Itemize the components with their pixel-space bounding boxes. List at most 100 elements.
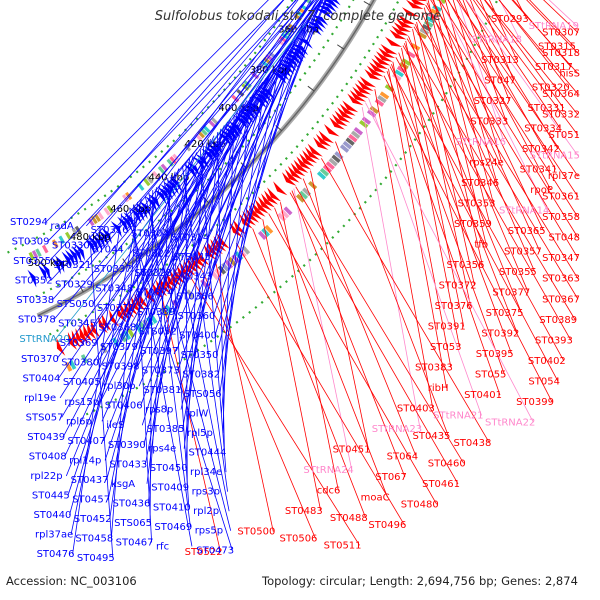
plus-gene-label: ST0331 bbox=[528, 103, 566, 114]
plus-gene-label: ST0500 bbox=[237, 527, 275, 538]
plus-cog-block bbox=[186, 289, 195, 299]
minus-cog-block bbox=[41, 244, 49, 254]
plus-cog-block bbox=[65, 361, 73, 372]
label-leader bbox=[295, 186, 465, 464]
plus-strand-gene bbox=[391, 25, 409, 36]
plus-strand-gene bbox=[190, 254, 203, 271]
label-leader bbox=[417, 19, 579, 279]
minus-strand-gene bbox=[94, 231, 106, 249]
label-leader bbox=[217, 132, 225, 453]
plus-strand-gene bbox=[366, 65, 384, 77]
plus-gene-label: ST0435 bbox=[413, 431, 451, 442]
plus-gene-label: ST0375 bbox=[486, 308, 524, 319]
minus-strand-gene bbox=[315, 8, 333, 19]
plus-gene-label: ST0365 bbox=[508, 226, 546, 237]
minus-gene-label: ST0371 bbox=[97, 303, 135, 314]
label-leader bbox=[48, 0, 297, 262]
label-leader bbox=[408, 36, 522, 314]
label-leader bbox=[473, 0, 561, 129]
plus-strand-gene bbox=[318, 130, 335, 144]
minus-gene-label: rpl2p bbox=[193, 506, 219, 517]
label-leader bbox=[414, 24, 529, 293]
minus-strand-gene bbox=[138, 200, 152, 217]
plus-trna-label: STtRNA19 bbox=[529, 21, 579, 32]
plus-strand-gene bbox=[307, 143, 323, 157]
label-leader bbox=[51, 0, 317, 301]
label-leader bbox=[457, 0, 505, 143]
minus-gene-label: ST0338 bbox=[16, 295, 54, 306]
minus-strand-gene bbox=[97, 229, 109, 247]
minus-strand-gene bbox=[74, 243, 86, 261]
plus-trna-label: STtRNA24 bbox=[303, 465, 353, 476]
label-leader bbox=[470, 0, 510, 102]
plus-gene-label: ST0522 bbox=[185, 547, 223, 558]
label-leader bbox=[109, 187, 157, 520]
map-title: Sulfolobus tokodaii str. 7, complete gen… bbox=[154, 9, 442, 24]
minus-gene-label: ST0329 bbox=[55, 280, 93, 291]
plus-gene-label: ST0395 bbox=[476, 349, 514, 360]
scale-tick-label: 440 kbp bbox=[148, 173, 189, 184]
plus-cog-block bbox=[325, 161, 335, 170]
minus-gene-label: ileS bbox=[106, 420, 124, 431]
label-leader bbox=[484, 0, 579, 115]
plus-trna-label: STtRNA18 bbox=[472, 35, 522, 46]
plus-strand-gene bbox=[251, 202, 266, 217]
scale-tick bbox=[307, 85, 315, 92]
plus-gene-label: rpl37e bbox=[548, 171, 580, 182]
minus-strand-gene bbox=[275, 65, 292, 78]
plus-gene-label: ST0317 bbox=[535, 62, 573, 73]
genome-summary-text: Topology: circular; Length: 2,694,756 bp… bbox=[262, 574, 578, 588]
plus-gene-label: ST0401 bbox=[464, 390, 502, 401]
plus-strand-gene bbox=[101, 313, 112, 332]
minus-gene-label: ST0316 bbox=[91, 225, 129, 236]
plus-gene-label: ST053 bbox=[430, 342, 462, 353]
plus-strand-gene bbox=[162, 274, 175, 292]
label-leader bbox=[458, 0, 556, 170]
minus-gene-label: ST0457 bbox=[72, 494, 110, 505]
plus-strand-gene bbox=[357, 79, 374, 92]
minus-gene-label: ST0314 bbox=[171, 233, 209, 244]
minus-strand-gene bbox=[157, 186, 170, 203]
minus-strand-gene bbox=[160, 184, 173, 200]
plus-cog-block bbox=[328, 157, 338, 167]
minus-strand-gene bbox=[145, 196, 158, 212]
label-leader bbox=[172, 0, 322, 313]
plus-cog-block bbox=[80, 354, 89, 364]
minus-cog-block bbox=[146, 175, 154, 184]
label-leader bbox=[89, 234, 114, 559]
plus-cog-block bbox=[394, 69, 405, 78]
label-leader bbox=[386, 70, 501, 396]
minus-gene-label: ST0397 bbox=[140, 346, 178, 357]
minus-gene-label: ST0467 bbox=[116, 537, 154, 548]
dotted-ring-1 bbox=[7, 0, 294, 254]
plus-strand-gene bbox=[371, 58, 389, 70]
minus-strand-gene bbox=[243, 104, 259, 118]
label-leader bbox=[291, 190, 406, 478]
plus-strand-gene bbox=[331, 113, 348, 127]
plus-strand-gene bbox=[364, 69, 381, 81]
minus-strand-gene bbox=[88, 235, 99, 253]
plus-gene-label: ST0315 bbox=[538, 41, 576, 52]
plus-strand-gene bbox=[261, 193, 275, 208]
label-leader bbox=[107, 171, 176, 500]
label-leader bbox=[214, 19, 309, 336]
minus-cog-block bbox=[143, 177, 151, 187]
label-leader bbox=[64, 135, 215, 457]
label-leader bbox=[395, 57, 565, 361]
minus-gene-label: rpl34e bbox=[190, 467, 222, 478]
label-leader bbox=[529, 0, 575, 47]
accession-text: Accession: NC_003106 bbox=[6, 574, 137, 588]
minus-cog-block bbox=[31, 250, 39, 259]
plus-gene-label: hisS bbox=[559, 69, 580, 80]
plus-gene-label: cdc6 bbox=[317, 486, 341, 497]
plus-gene-label: ST0358 bbox=[542, 212, 580, 223]
plus-strand-gene bbox=[304, 146, 320, 160]
minus-strand-gene bbox=[305, 24, 322, 36]
minus-gene-label: rfc bbox=[156, 541, 169, 552]
minus-gene-label: ST0368 bbox=[98, 323, 136, 334]
plus-gene-label: ST054 bbox=[528, 376, 560, 387]
minus-strand-gene bbox=[132, 205, 145, 222]
label-leader bbox=[146, 158, 190, 484]
minus-strand-gene bbox=[117, 216, 129, 234]
